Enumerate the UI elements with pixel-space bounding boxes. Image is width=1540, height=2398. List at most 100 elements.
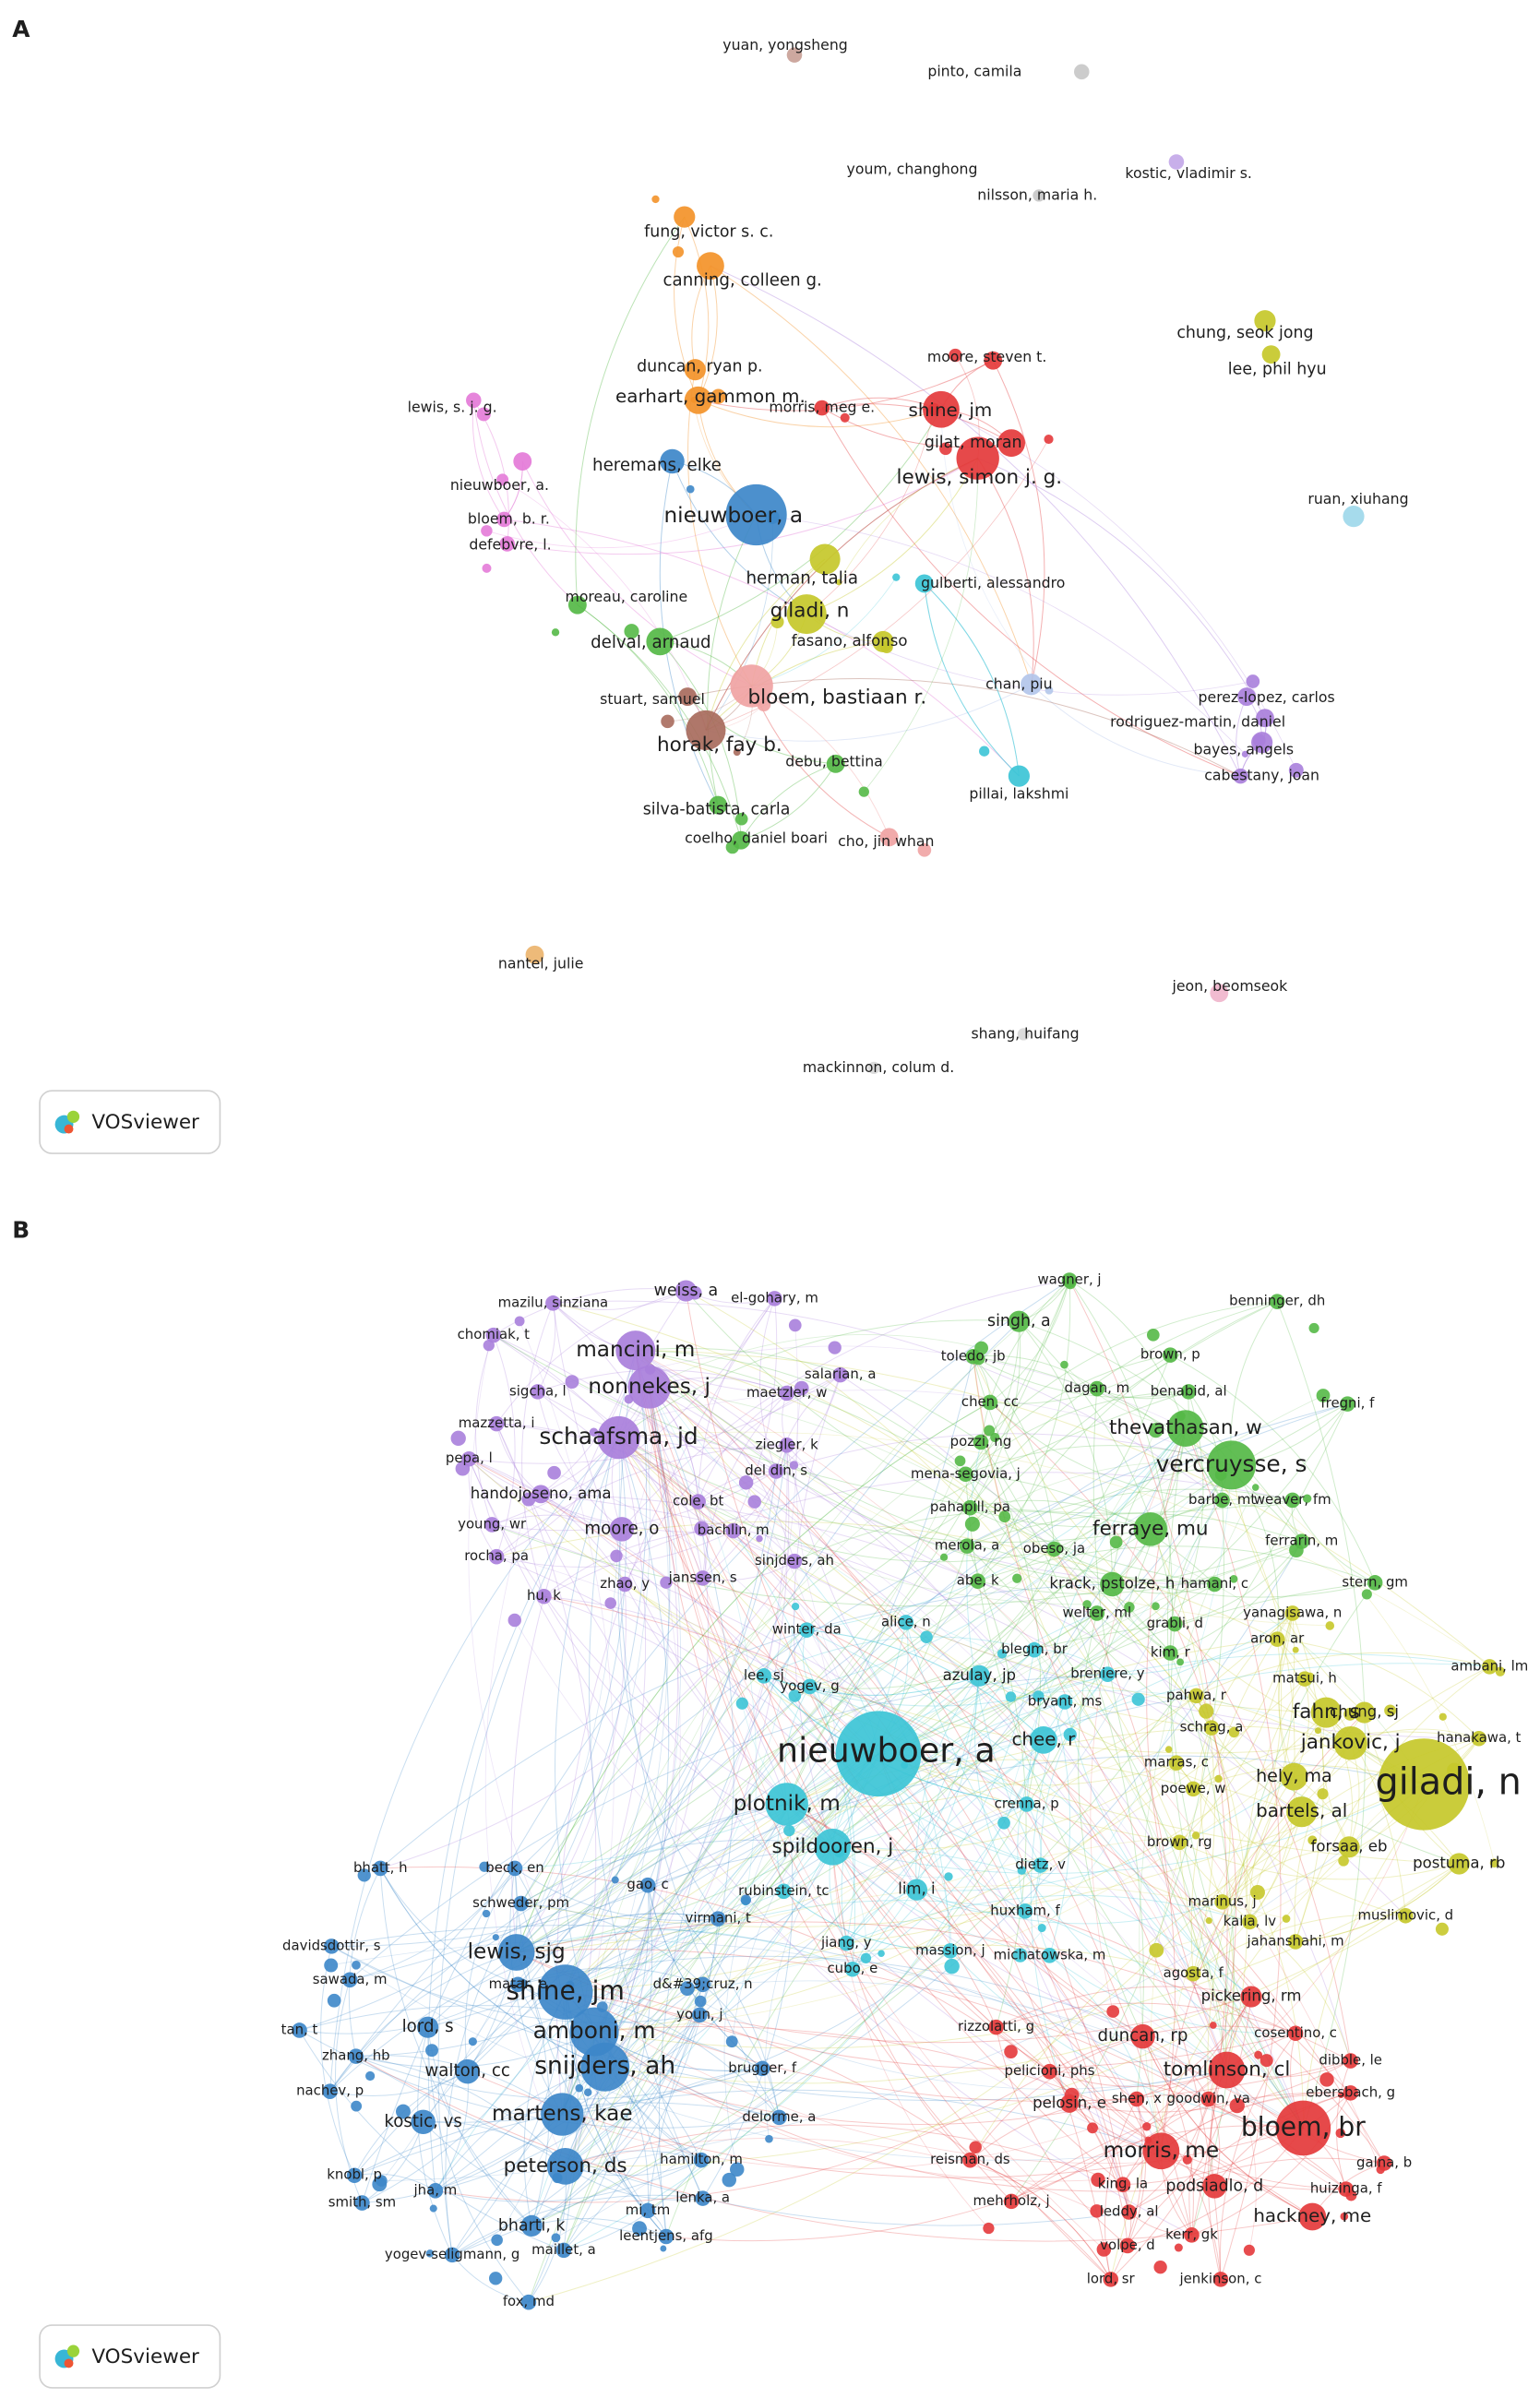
node-label: earhart, gammon m. bbox=[615, 386, 806, 407]
edge bbox=[467, 1471, 777, 2072]
edge bbox=[1068, 1280, 1174, 1653]
edge bbox=[702, 1577, 1385, 2164]
node bbox=[1284, 1605, 1301, 1621]
edge bbox=[1092, 1389, 1304, 2129]
node bbox=[1180, 1384, 1197, 1400]
node-label: maetzler, w bbox=[746, 1384, 828, 1401]
minor-node bbox=[1005, 1691, 1017, 1702]
minor-node bbox=[450, 1430, 466, 1447]
edge bbox=[1336, 2060, 1352, 2189]
node-label: cole, bt bbox=[673, 1493, 724, 1509]
minor-node bbox=[661, 714, 674, 729]
edge bbox=[965, 1354, 1171, 1475]
edge bbox=[468, 1345, 595, 2033]
edge bbox=[980, 1301, 1278, 1443]
node-label: nonnekes, j bbox=[588, 1374, 710, 1399]
node bbox=[1254, 310, 1276, 332]
minor-node bbox=[482, 563, 492, 573]
node bbox=[798, 1622, 815, 1638]
edge bbox=[618, 1437, 1212, 1729]
node bbox=[786, 594, 827, 635]
node-label: moore, o bbox=[584, 1519, 659, 1538]
minor-node bbox=[1148, 1423, 1164, 1438]
edge bbox=[362, 1991, 567, 2204]
minor-node bbox=[1343, 1707, 1357, 1721]
minor-node bbox=[1361, 1589, 1372, 1600]
edge bbox=[379, 1867, 605, 2068]
node bbox=[444, 2247, 460, 2263]
edge bbox=[624, 1583, 1351, 1754]
edge bbox=[537, 1390, 1479, 1739]
node bbox=[867, 1061, 880, 1074]
minor-node bbox=[1338, 2092, 1344, 2099]
edge bbox=[1142, 2035, 1194, 2236]
edge bbox=[562, 2114, 1093, 2170]
minor-node bbox=[998, 1510, 1011, 1523]
edge bbox=[543, 1472, 1293, 1597]
edge bbox=[1213, 2092, 1351, 2187]
node bbox=[692, 2007, 708, 2023]
node bbox=[1251, 732, 1273, 754]
edge bbox=[733, 1530, 855, 1970]
edge bbox=[516, 1402, 991, 1953]
node bbox=[461, 1450, 477, 1467]
minor-node bbox=[794, 1380, 809, 1396]
edge bbox=[1160, 1730, 1319, 2152]
edge bbox=[877, 1403, 1348, 1755]
edge bbox=[1010, 1689, 1425, 1785]
node-label: reisman, ds bbox=[930, 2151, 1010, 2167]
node bbox=[1214, 1492, 1230, 1509]
node bbox=[1026, 1641, 1043, 1658]
minor-node bbox=[610, 1549, 623, 1563]
node bbox=[1338, 1836, 1360, 1858]
edge bbox=[877, 1753, 1313, 2217]
minor-node bbox=[1044, 434, 1054, 445]
minor-node bbox=[740, 1894, 752, 1905]
edge bbox=[618, 1437, 1327, 1713]
edge bbox=[1128, 2157, 1385, 2213]
node bbox=[923, 390, 960, 428]
node-label: agosta, f bbox=[1164, 1964, 1224, 1981]
node-label: rubinstein, tc bbox=[738, 1882, 829, 1899]
node-label: singh, a bbox=[987, 1312, 1051, 1330]
edge bbox=[1170, 1541, 1303, 1653]
node-label: ambani, lm bbox=[1450, 1657, 1528, 1674]
node bbox=[1008, 765, 1030, 787]
edge bbox=[514, 1867, 719, 1921]
minor-node bbox=[514, 1316, 525, 1327]
edge bbox=[973, 1356, 1250, 1923]
edge bbox=[793, 1374, 842, 1847]
edge bbox=[299, 2030, 565, 2251]
node-label: bachlin, m bbox=[698, 1521, 770, 1538]
edge bbox=[1110, 1996, 1252, 2280]
edge bbox=[565, 2068, 763, 2167]
minor-node bbox=[1037, 1924, 1046, 1933]
minor-node bbox=[920, 1630, 933, 1643]
edge bbox=[435, 2159, 702, 2202]
node-label: young, wr bbox=[458, 1515, 527, 1532]
node bbox=[1333, 1725, 1367, 1760]
node bbox=[814, 1828, 852, 1866]
node-label: hamani, c bbox=[1181, 1575, 1248, 1592]
node bbox=[832, 1366, 848, 1383]
node-label: bharti, k bbox=[498, 2216, 567, 2235]
node bbox=[686, 710, 726, 750]
edge bbox=[518, 1955, 1227, 2070]
edge bbox=[977, 1464, 1232, 1582]
node-label: fregni, f bbox=[1320, 1395, 1375, 1412]
edge bbox=[556, 1464, 1232, 2178]
node bbox=[710, 1911, 726, 1927]
node bbox=[1168, 1755, 1185, 1771]
node-label: blegm, br bbox=[1001, 1640, 1068, 1657]
edge bbox=[331, 1753, 879, 1947]
filler-nodes bbox=[476, 195, 1304, 857]
minor-node bbox=[725, 2035, 738, 2048]
node bbox=[771, 2109, 787, 2126]
node-label: leentjens, afg bbox=[619, 2227, 713, 2244]
node bbox=[1184, 2227, 1200, 2243]
node-label: kostic, vs bbox=[384, 2112, 462, 2131]
edge bbox=[1192, 1613, 1294, 1789]
minor-node bbox=[1153, 2261, 1167, 2274]
edge bbox=[1167, 1428, 1304, 2129]
edge bbox=[1054, 1427, 1187, 1550]
